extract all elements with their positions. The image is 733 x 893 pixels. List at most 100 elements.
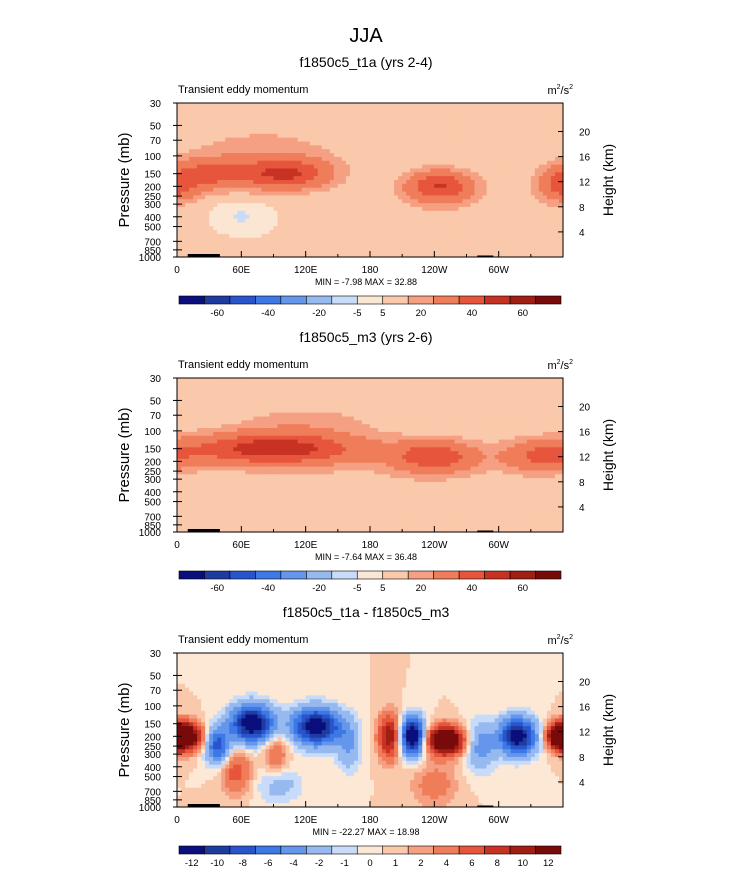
heatmap-cell [535, 219, 540, 223]
heatmap-cell [241, 153, 246, 157]
heatmap-cell [418, 222, 423, 226]
heatmap-cell [434, 242, 439, 246]
heatmap-cell [197, 188, 202, 192]
heatmap-cell [346, 184, 351, 188]
heatmap-cell [237, 390, 242, 394]
heatmap-cell [257, 142, 262, 146]
heatmap-cell [446, 172, 451, 176]
heatmap-cell [253, 199, 258, 203]
heatmap-cell [197, 432, 202, 436]
heatmap-cell [354, 222, 359, 226]
heatmap-cell [213, 390, 218, 394]
heatmap-cell [253, 126, 258, 130]
heatmap-cell [274, 161, 279, 165]
heatmap-cell [181, 378, 186, 382]
heatmap-cell [495, 157, 500, 161]
heatmap-cell [249, 203, 254, 207]
heatmap-cell [338, 130, 343, 134]
heatmap-cell [318, 165, 323, 169]
heatmap-cell [362, 249, 367, 253]
heatmap-cell [402, 165, 407, 169]
heatmap-cell [402, 211, 407, 215]
heatmap-cell [185, 482, 190, 486]
minmax-label: MIN = -7.98 MAX = 32.88 [315, 277, 417, 287]
heatmap-cell [177, 157, 182, 161]
heatmap-cell [426, 249, 431, 253]
heatmap-cell [298, 142, 303, 146]
heatmap-cell [201, 424, 206, 428]
heatmap-cell [249, 180, 254, 184]
heatmap-cell [286, 172, 291, 176]
heatmap-cell [213, 409, 218, 413]
heatmap-cell [265, 245, 270, 249]
heatmap-cell [181, 520, 186, 524]
heatmap-cell [278, 145, 283, 149]
heatmap-cell [366, 168, 371, 172]
heatmap-cell [205, 184, 210, 188]
heatmap-cell [205, 428, 210, 432]
heatmap-cell [326, 138, 331, 142]
heatmap-cell [483, 149, 488, 153]
heatmap-cell [366, 238, 371, 242]
heatmap-cell [245, 184, 250, 188]
heatmap-cell [515, 184, 520, 188]
heatmap-cell [237, 509, 242, 513]
heatmap-cell [382, 188, 387, 192]
heatmap-cell [189, 467, 194, 471]
heatmap-cell [306, 142, 311, 146]
heatmap-cell [269, 107, 274, 111]
colorbar-label: 20 [416, 308, 427, 319]
heatmap-cell [358, 107, 363, 111]
heatmap-cell [350, 249, 355, 253]
heatmap-cell [342, 111, 347, 115]
heatmap-cell [503, 157, 508, 161]
heatmap-cell [261, 432, 266, 436]
heatmap-cell [290, 203, 295, 207]
heatmap-cell [225, 390, 230, 394]
heatmap-cell [249, 478, 254, 482]
heatmap-cell [310, 103, 315, 107]
heatmap-cell [209, 165, 214, 169]
heatmap-cell [362, 134, 367, 138]
heatmap-cell [269, 478, 274, 482]
heatmap-cell [434, 161, 439, 165]
heatmap-cell [462, 115, 467, 119]
heatmap-cell [221, 401, 226, 405]
heatmap-cell [286, 103, 291, 107]
heatmap-cell [229, 165, 234, 169]
heatmap-cell [261, 203, 266, 207]
heatmap-cell [491, 122, 496, 126]
heatmap-cell [342, 211, 347, 215]
heatmap-cell [402, 168, 407, 172]
heatmap-cell [217, 195, 222, 199]
heatmap-cell [471, 138, 476, 142]
heatmap-cell [201, 230, 206, 234]
heatmap-cell [543, 142, 548, 146]
heatmap-cell [197, 234, 202, 238]
heatmap-cell [193, 497, 198, 501]
heatmap-cell [430, 188, 435, 192]
heatmap-cell [378, 134, 383, 138]
heatmap-cell [434, 165, 439, 169]
heatmap-cell [221, 242, 226, 246]
heatmap-cell [390, 215, 395, 219]
heatmap-cell [487, 115, 492, 119]
heatmap-cell [507, 245, 512, 249]
heatmap-cell [354, 165, 359, 169]
heatmap-cell [350, 118, 355, 122]
heatmap-cell [479, 188, 484, 192]
heatmap-cell [193, 176, 198, 180]
heatmap-cell [237, 172, 242, 176]
heatmap-cell [523, 180, 528, 184]
heatmap-cell [306, 245, 311, 249]
heatmap-cell [394, 249, 399, 253]
heatmap-cell [197, 494, 202, 498]
heatmap-cell [217, 126, 222, 130]
heatmap-cell [197, 405, 202, 409]
heatmap-cell [458, 107, 463, 111]
heatmap-cell [406, 157, 411, 161]
heatmap-cell [245, 390, 250, 394]
heatmap-cell [205, 126, 210, 130]
heatmap-cell [278, 226, 283, 230]
heatmap-cell [217, 172, 222, 176]
